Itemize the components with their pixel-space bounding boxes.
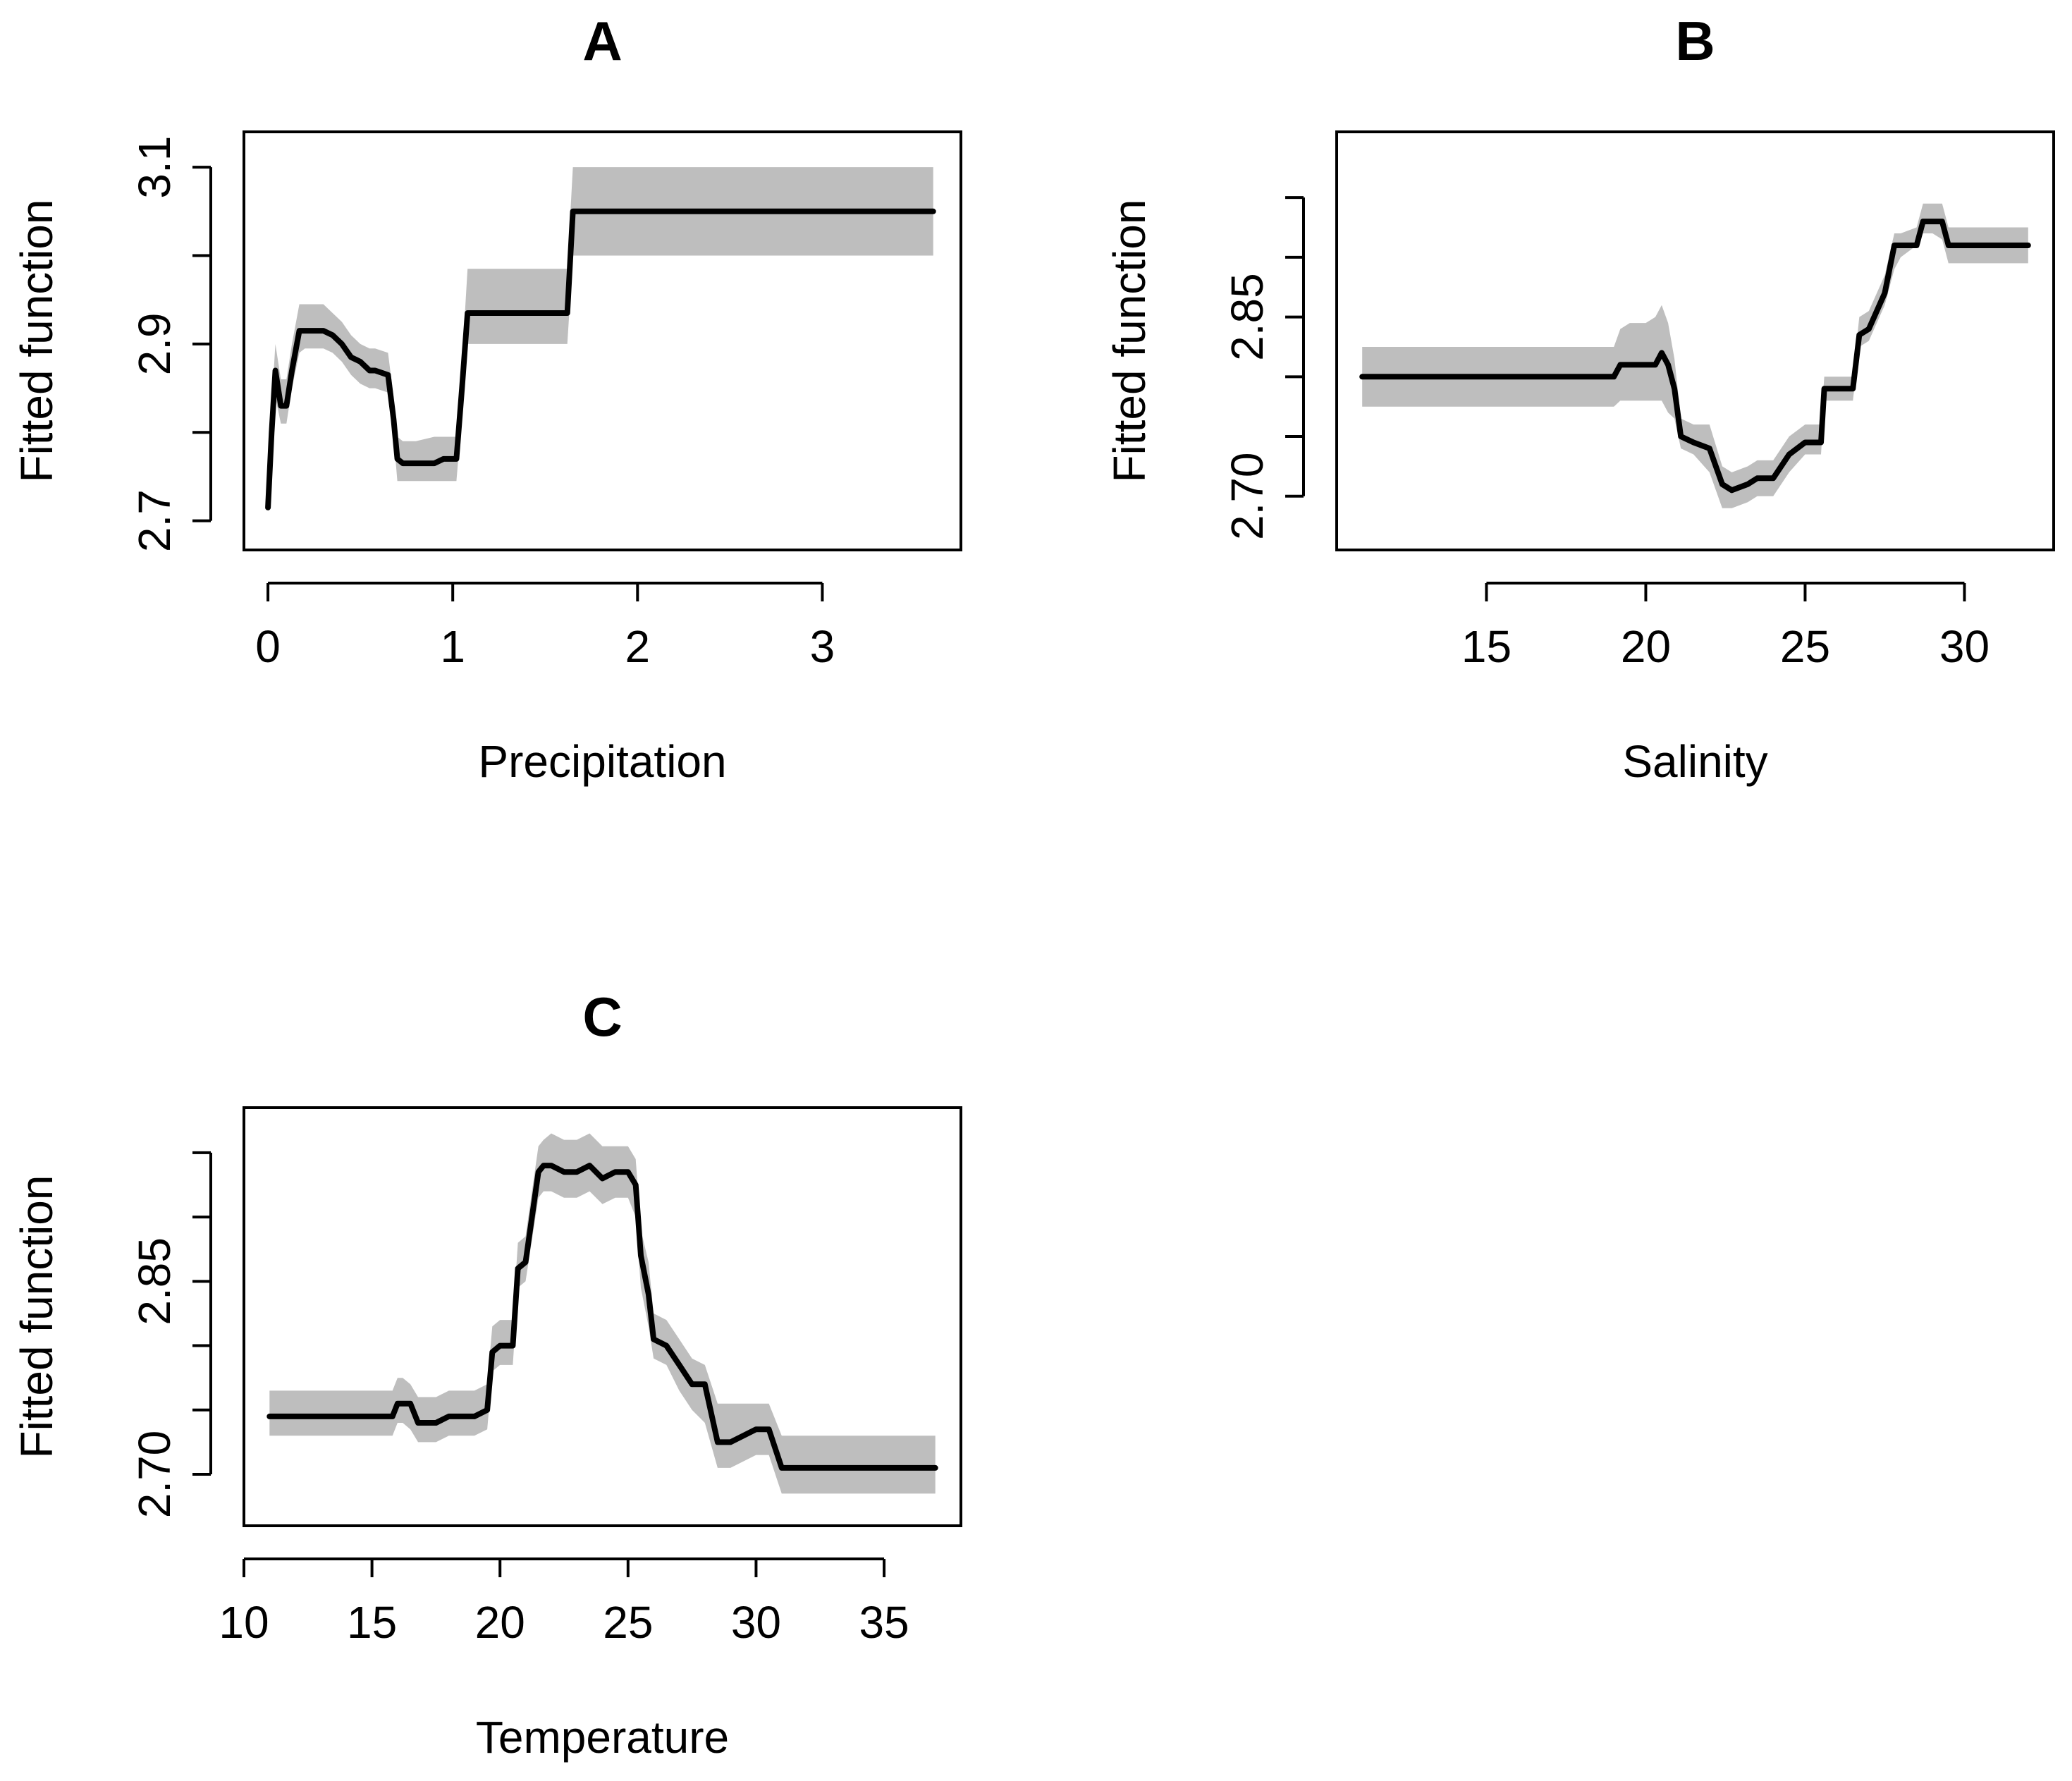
panel-a-x-tick-label: 0 (255, 621, 281, 672)
panel-a-plot-frame (243, 130, 962, 551)
panel-c-x-tick-label: 20 (475, 1597, 525, 1648)
panel-b-y-tick-label: 2.70 (1222, 452, 1273, 540)
panel-c-confidence-band (269, 1133, 936, 1494)
panel-a-x-tick-label: 2 (625, 621, 651, 672)
panel-b-x-tick-label: 30 (1939, 621, 1990, 672)
panel-b-y-tick-label: 2.85 (1222, 273, 1273, 361)
panel-c-y-axis-label: Fitted function (11, 1175, 62, 1459)
panel-c: 10 15 20 25 30 35 2.70 2.85 C Temperature Fitted f… (11, 986, 962, 1763)
panel-b-plot-frame (1335, 130, 2055, 551)
panel-a-confidence-band (268, 167, 933, 513)
panel-a-y-tick-label: 2.9 (129, 312, 180, 375)
panel-b-x-tick-label: 25 (1780, 621, 1830, 672)
panel-c-y-tick-label: 2.70 (129, 1431, 180, 1519)
panel-b-fitted-line (1359, 219, 2031, 494)
panel-a-title: A (582, 10, 622, 72)
panel-c-x-tick-label: 35 (859, 1597, 909, 1648)
panel-b-x-tick-label: 20 (1621, 621, 1671, 672)
panel-a: 0 1 2 3 2.7 2.9 3.1 A Precipitation Fitted functi… (11, 10, 962, 787)
panel-a-y-axis-label: Fitted function (11, 200, 62, 483)
panel-c-fitted-line (266, 1163, 938, 1471)
panel-b-y-axis-label: Fitted function (1104, 200, 1155, 483)
panel-a-x-axis-label: Precipitation (478, 736, 726, 787)
panel-c-x-tick-label: 15 (347, 1597, 397, 1648)
panel-c-x-tick-label: 30 (731, 1597, 781, 1648)
panel-c-plot-frame (243, 1106, 962, 1527)
panel-b: 15 20 25 30 2.70 2.85 B Salinity Fitted function (1104, 10, 2055, 787)
panel-c-x-tick-label: 25 (603, 1597, 653, 1648)
panel-c-title: C (582, 986, 622, 1048)
panel-c-y-tick-label: 2.85 (129, 1237, 180, 1326)
panel-a-y-tick-label: 2.7 (129, 489, 180, 552)
panel-a-y-tick-label: 3.1 (129, 136, 180, 199)
panel-b-x-axis-label: Salinity (1622, 736, 1767, 787)
panel-c-x-axis-label: Temperature (476, 1712, 729, 1763)
panel-a-x-tick-label: 1 (440, 621, 465, 672)
panel-b-confidence-band (1362, 203, 2028, 508)
panel-a-fitted-line (265, 208, 936, 510)
panel-c-x-tick-label: 10 (219, 1597, 269, 1648)
panel-b-title: B (1675, 10, 1715, 72)
panel-b-x-tick-label: 15 (1461, 621, 1512, 672)
panel-a-x-tick-label: 3 (810, 621, 835, 672)
